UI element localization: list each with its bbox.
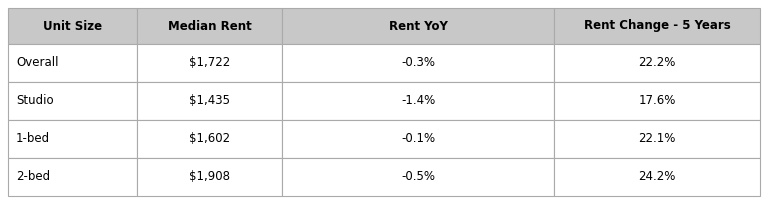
Bar bbox=[554, 120, 760, 158]
Text: Rent Change - 5 Years: Rent Change - 5 Years bbox=[584, 20, 730, 32]
Bar bbox=[554, 8, 760, 44]
Text: $1,722: $1,722 bbox=[189, 57, 230, 70]
Text: 17.6%: 17.6% bbox=[638, 94, 676, 108]
Bar bbox=[137, 8, 283, 44]
Text: 22.1%: 22.1% bbox=[638, 133, 676, 145]
Text: Median Rent: Median Rent bbox=[168, 20, 252, 32]
Bar bbox=[283, 8, 554, 44]
Text: $1,602: $1,602 bbox=[189, 133, 230, 145]
Bar bbox=[8, 82, 137, 120]
Text: -0.5%: -0.5% bbox=[401, 171, 435, 184]
Text: 22.2%: 22.2% bbox=[638, 57, 676, 70]
Bar bbox=[137, 158, 283, 196]
Text: -0.3%: -0.3% bbox=[401, 57, 435, 70]
Text: Unit Size: Unit Size bbox=[43, 20, 102, 32]
Bar bbox=[137, 120, 283, 158]
Text: $1,435: $1,435 bbox=[190, 94, 230, 108]
Text: Studio: Studio bbox=[16, 94, 54, 108]
Bar bbox=[8, 8, 137, 44]
Text: Rent YoY: Rent YoY bbox=[389, 20, 448, 32]
Text: $1,908: $1,908 bbox=[190, 171, 230, 184]
Bar bbox=[283, 120, 554, 158]
Text: 1-bed: 1-bed bbox=[16, 133, 50, 145]
Bar bbox=[137, 82, 283, 120]
Bar bbox=[8, 44, 137, 82]
Bar bbox=[283, 158, 554, 196]
Text: 2-bed: 2-bed bbox=[16, 171, 50, 184]
Text: 24.2%: 24.2% bbox=[638, 171, 676, 184]
Bar bbox=[283, 82, 554, 120]
Bar bbox=[554, 158, 760, 196]
Text: Overall: Overall bbox=[16, 57, 58, 70]
Bar bbox=[283, 44, 554, 82]
Text: -1.4%: -1.4% bbox=[401, 94, 435, 108]
Text: -0.1%: -0.1% bbox=[401, 133, 435, 145]
Bar bbox=[554, 82, 760, 120]
Bar bbox=[137, 44, 283, 82]
Bar bbox=[8, 120, 137, 158]
Bar bbox=[8, 158, 137, 196]
Bar bbox=[554, 44, 760, 82]
